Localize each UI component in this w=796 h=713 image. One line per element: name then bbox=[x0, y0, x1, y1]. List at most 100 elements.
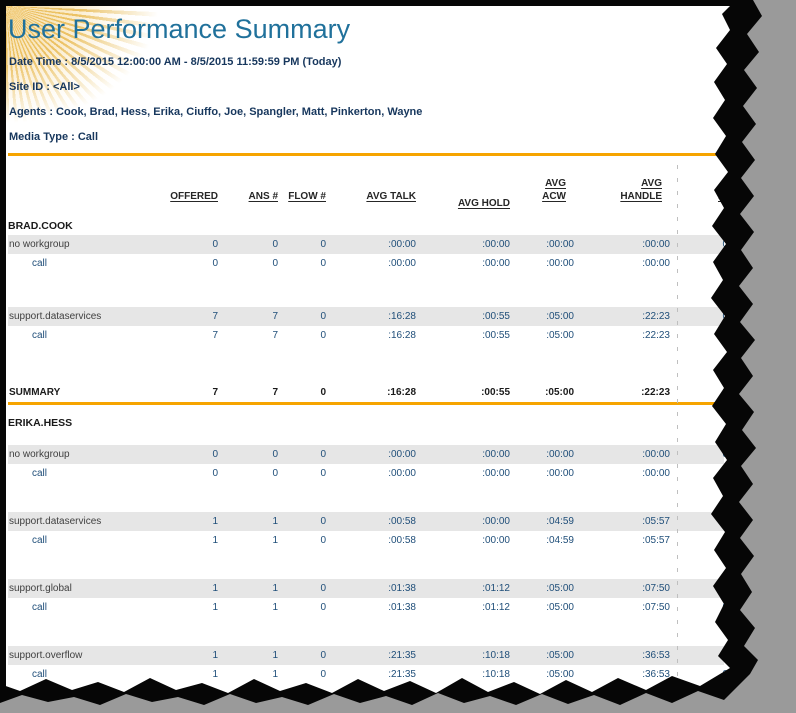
value-cell: :00:00 bbox=[546, 239, 574, 250]
value-cell: 0 bbox=[722, 516, 728, 527]
value-cell: 0 bbox=[320, 669, 326, 680]
value-cell: :05:57 bbox=[642, 535, 670, 546]
value-cell: :00:00 bbox=[482, 516, 510, 527]
value-cell: 0 bbox=[272, 468, 278, 479]
value-cell: :01:12 bbox=[482, 583, 510, 594]
col-header-flow: FLOW # bbox=[288, 191, 326, 202]
value-cell: 0 bbox=[320, 387, 326, 398]
value-cell: 0 bbox=[722, 650, 728, 661]
col-header-avg-handle: AVG HANDLE bbox=[620, 178, 662, 202]
col-header-avg-talk: AVG TALK bbox=[366, 191, 416, 202]
media-label: call bbox=[32, 535, 48, 546]
agents-line: Agents : Cook, Brad, Hess, Erika, Ciuffo… bbox=[9, 106, 423, 118]
agent-section-header: ERIKA.HESS bbox=[8, 417, 73, 429]
site-id-line: Site ID : <All> bbox=[9, 81, 80, 93]
value-cell: 0 bbox=[722, 669, 728, 680]
value-cell: 0 bbox=[722, 330, 728, 341]
value-cell: :10:18 bbox=[482, 669, 510, 680]
value-cell: :00:00 bbox=[482, 449, 510, 460]
value-cell: 0 bbox=[212, 468, 218, 479]
summary-row: SUMMARY 7 7 0:16:28:00:55:05:00:22:23 0 bbox=[8, 383, 728, 405]
value-cell: :00:00 bbox=[642, 239, 670, 250]
value-cell: 0 bbox=[272, 258, 278, 269]
column-header-row: OFFERED ANS # FLOW # AVG TALK AVG HOLD A… bbox=[8, 156, 728, 209]
value-cell: :00:00 bbox=[482, 239, 510, 250]
value-cell: 0 bbox=[320, 583, 326, 594]
value-cell: 0 bbox=[320, 650, 326, 661]
date-time-line: Date Time : 8/5/2015 12:00:00 AM - 8/5/2… bbox=[9, 56, 342, 68]
value-cell: :05:00 bbox=[546, 602, 574, 613]
value-cell: :36:53 bbox=[642, 669, 670, 680]
page-break-indicator bbox=[677, 165, 678, 677]
value-cell: 0 bbox=[272, 239, 278, 250]
value-cell: 1 bbox=[212, 583, 218, 594]
value-cell: 1 bbox=[272, 583, 278, 594]
value-cell: :00:00 bbox=[388, 468, 416, 479]
workgroup-label: no workgroup bbox=[9, 449, 70, 460]
value-cell: :05:00 bbox=[546, 669, 574, 680]
value-cell: :00:00 bbox=[482, 468, 510, 479]
value-cell: :00:00 bbox=[546, 258, 574, 269]
value-cell: :00:58 bbox=[388, 535, 416, 546]
value-cell: 0 bbox=[320, 239, 326, 250]
workgroup-row: no workgroup 0 0 0 :00:00 :00:00 :00:00 :00:00… bbox=[8, 235, 728, 254]
value-cell: :05:00 bbox=[546, 311, 574, 322]
media-label: call bbox=[32, 468, 48, 479]
workgroup-row: support.global 1 1 0:01:38:01:12:05:00:07:… bbox=[8, 579, 728, 598]
value-cell: :00:55 bbox=[482, 311, 510, 322]
value-cell: :00:55 bbox=[482, 330, 510, 341]
value-cell: 0 bbox=[722, 258, 728, 269]
workgroup-label: support.global bbox=[9, 583, 72, 594]
media-row: call 0 0 0:00:00:00:00:00:00:00:00 0 bbox=[8, 464, 728, 483]
value-cell: 0 bbox=[722, 468, 728, 479]
value-cell: 0 bbox=[722, 602, 728, 613]
media-row: call 1 1 0:21:35:10:18:05:00:36:53 0 bbox=[8, 665, 728, 684]
value-cell: :00:00 bbox=[482, 535, 510, 546]
media-row: call 0 0 0:00:00:00:00:00:00:00:00 0 bbox=[8, 254, 728, 273]
media-type-line: Media Type : Call bbox=[9, 131, 99, 143]
value-cell: :00:00 bbox=[642, 449, 670, 460]
workgroup-label: no workgroup bbox=[9, 239, 70, 250]
value-cell: :00:00 bbox=[388, 258, 416, 269]
value-cell: 0 bbox=[722, 449, 728, 460]
value-cell: 0 bbox=[212, 239, 218, 250]
value-cell: 0 bbox=[722, 387, 728, 398]
value-cell: :00:00 bbox=[642, 258, 670, 269]
value-cell: :16:28 bbox=[388, 330, 416, 341]
value-cell: :00:00 bbox=[546, 449, 574, 460]
page-title: User Performance Summary bbox=[8, 14, 351, 44]
value-cell: :07:50 bbox=[642, 602, 670, 613]
value-cell: 0 bbox=[272, 449, 278, 460]
value-cell: :36:53 bbox=[642, 650, 670, 661]
value-cell: :10:18 bbox=[482, 650, 510, 661]
value-cell: :00:00 bbox=[546, 468, 574, 479]
value-cell: :07:50 bbox=[642, 583, 670, 594]
value-cell: 1 bbox=[272, 650, 278, 661]
value-cell: 0 bbox=[722, 583, 728, 594]
value-cell: 0 bbox=[320, 449, 326, 460]
value-cell: :01:12 bbox=[482, 602, 510, 613]
value-cell: :16:28 bbox=[388, 311, 416, 322]
value-cell: 1 bbox=[212, 602, 218, 613]
media-row: call 7 7 0:16:28:00:55:05:00:22:23 0 bbox=[8, 326, 728, 345]
value-cell: 7 bbox=[272, 330, 278, 341]
value-cell: 7 bbox=[212, 330, 218, 341]
value-cell: :05:00 bbox=[546, 583, 574, 594]
value-cell: :22:23 bbox=[642, 330, 670, 341]
col-header-in: IN bbox=[718, 191, 728, 202]
media-label: call bbox=[32, 669, 48, 680]
value-cell: 7 bbox=[272, 387, 278, 398]
value-cell: :22:23 bbox=[641, 387, 670, 398]
media-row: call 1 1 0:00:58:00:00:04:59:05:57 0 bbox=[8, 531, 728, 550]
agent-section-header: BRAD.COOK bbox=[8, 220, 73, 232]
value-cell: :04:59 bbox=[546, 516, 574, 527]
workgroup-row: support.dataservices 1 1 0:00:58:00:00:04:… bbox=[8, 512, 728, 531]
value-cell: 7 bbox=[212, 387, 218, 398]
value-cell: 1 bbox=[212, 650, 218, 661]
summary-label: SUMMARY bbox=[9, 387, 61, 398]
workgroup-label: support.overflow bbox=[9, 650, 83, 661]
media-label: call bbox=[32, 602, 48, 613]
value-cell: :05:00 bbox=[546, 650, 574, 661]
value-cell: :21:35 bbox=[388, 650, 416, 661]
value-cell: :00:00 bbox=[388, 239, 416, 250]
